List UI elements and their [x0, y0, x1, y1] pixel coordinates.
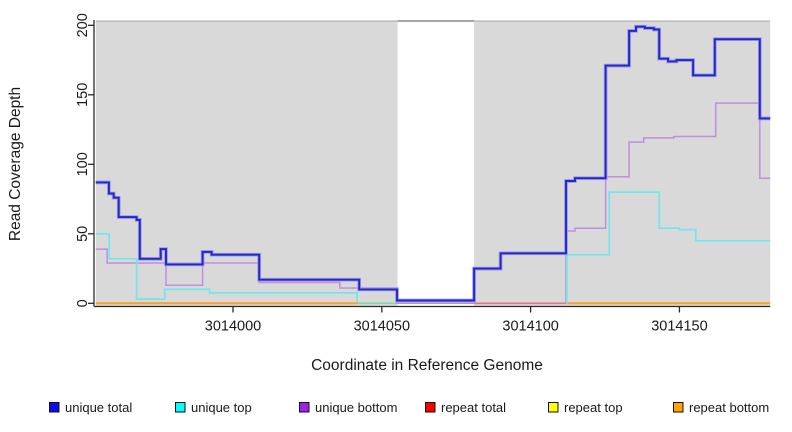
legend-item-repeat-total: repeat total: [425, 400, 506, 415]
y-tick-label: 50: [75, 226, 91, 242]
legend-swatch: [49, 402, 60, 413]
x-tick-label: 3014100: [502, 319, 558, 335]
series-unique-bottom: [95, 102, 771, 305]
legend-label: repeat total: [441, 400, 506, 415]
legend-swatch: [299, 402, 310, 413]
series-unique-total: [95, 25, 771, 302]
x-tick-label: 3014050: [354, 319, 410, 335]
legend-label: unique bottom: [315, 400, 397, 415]
legend-item-repeat-bottom: repeat bottom: [673, 400, 769, 415]
legend-label: unique total: [65, 400, 132, 415]
y-tick-label: 150: [75, 83, 91, 107]
legend-item-repeat-top: repeat top: [548, 400, 623, 415]
legend-swatch: [548, 402, 559, 413]
series-unique-top: [95, 191, 771, 305]
legend-item-unique-top: unique top: [175, 400, 252, 415]
x-tick-label: 3014150: [651, 319, 707, 335]
legend: unique total unique top unique bottom repea…: [49, 400, 769, 415]
legend-label: unique top: [191, 400, 252, 415]
y-tick-label: 200: [75, 13, 91, 37]
coverage-gap-region: [397, 21, 475, 307]
plot-area: [95, 20, 771, 307]
legend-swatch: [673, 402, 684, 413]
y-tick-label: 0: [75, 299, 91, 307]
y-axis-title: Read Coverage Depth: [7, 87, 24, 241]
x-axis-title: Coordinate in Reference Genome: [311, 357, 543, 374]
legend-swatch: [425, 402, 436, 413]
legend-swatch: [175, 402, 186, 413]
legend-label: repeat top: [564, 400, 623, 415]
y-tick-label: 100: [75, 152, 91, 176]
legend-label: repeat bottom: [689, 400, 769, 415]
legend-item-unique-total: unique total: [49, 400, 132, 415]
axes: 3014000 3014050 3014100 3014150 0 50 100 150 200: [75, 13, 771, 335]
x-tick-label: 3014000: [205, 319, 261, 335]
legend-item-unique-bottom: unique bottom: [299, 400, 397, 415]
